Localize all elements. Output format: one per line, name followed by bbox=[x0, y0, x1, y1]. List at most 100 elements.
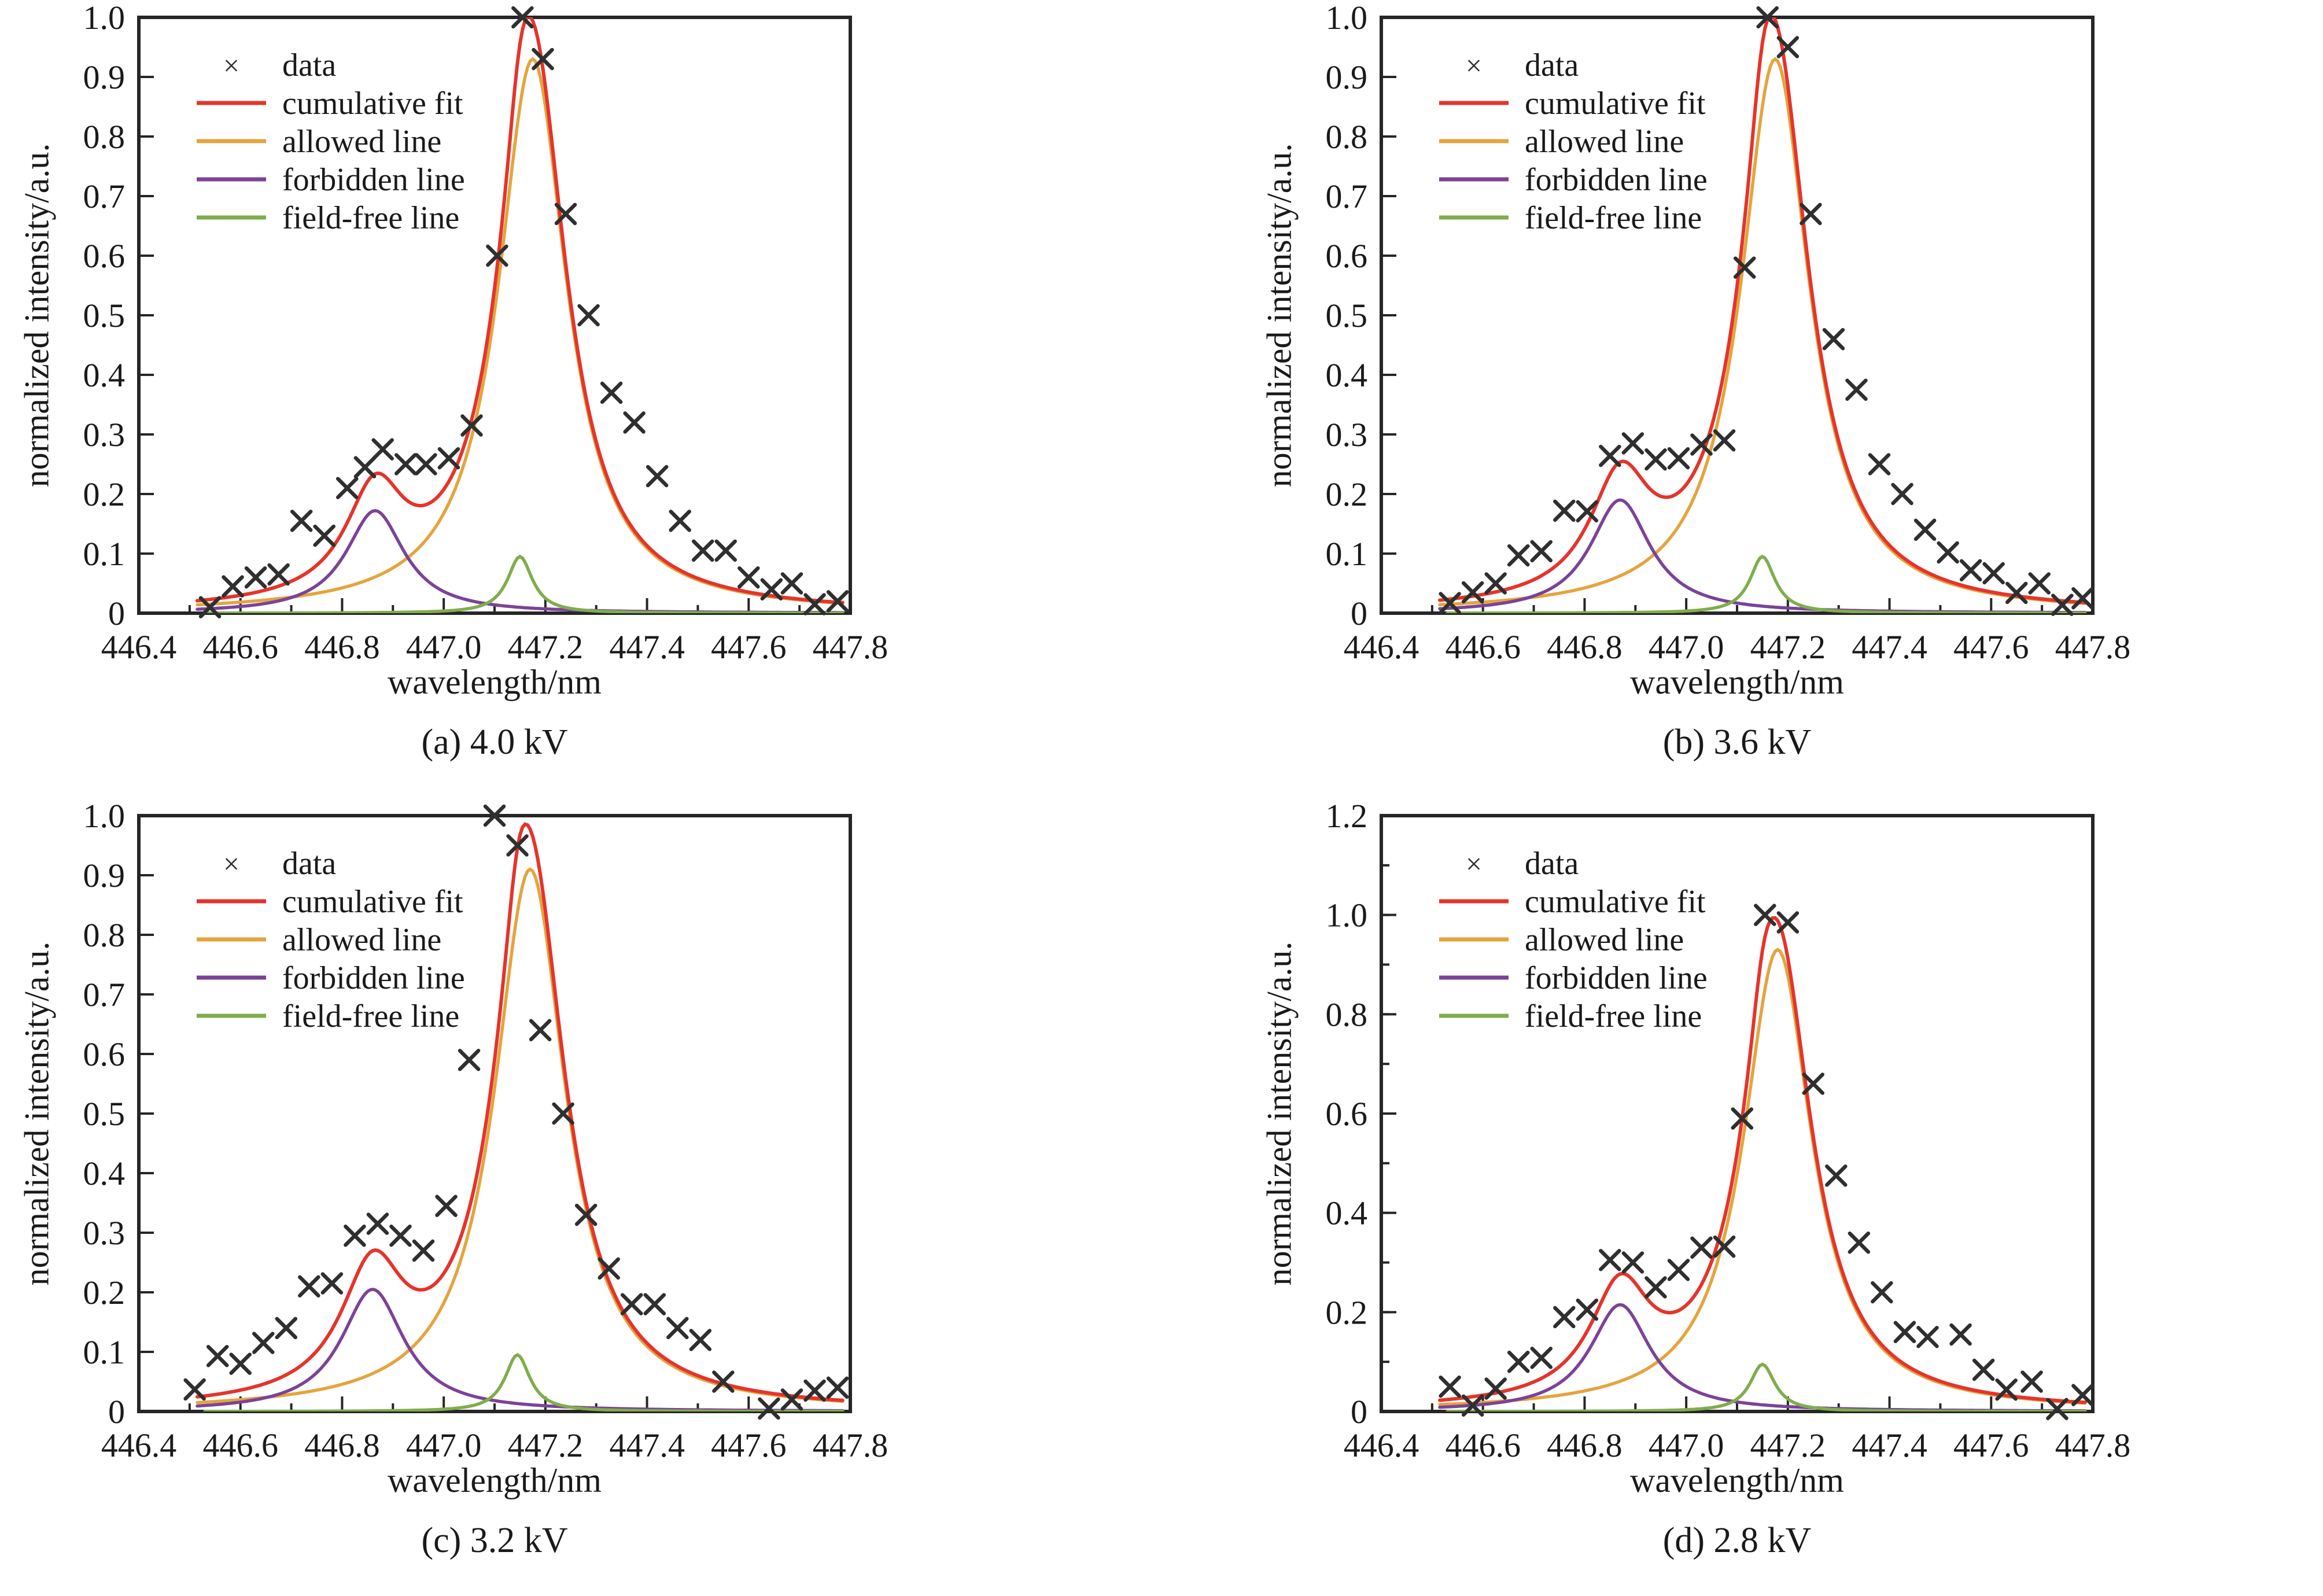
data-point-marker bbox=[2028, 572, 2051, 595]
x-tick-label: 446.8 bbox=[1547, 1427, 1623, 1464]
legend-label: cumulative fit bbox=[1525, 86, 1706, 121]
data-point-marker bbox=[529, 1019, 552, 1042]
data-point-marker bbox=[620, 1293, 643, 1315]
y-tick-label: 0.2 bbox=[1326, 1293, 1368, 1331]
data-point-marker bbox=[437, 447, 460, 470]
y-tick-label: 0.4 bbox=[1326, 1195, 1368, 1232]
data-point-marker bbox=[1754, 904, 1776, 926]
data-point-marker bbox=[394, 453, 417, 476]
data-point-marker bbox=[1530, 540, 1553, 563]
x-tick-label: 447.8 bbox=[813, 628, 888, 666]
data-point-marker bbox=[780, 572, 803, 595]
data-point-marker bbox=[2046, 1398, 2068, 1420]
data-point-marker bbox=[1891, 482, 1913, 506]
data-point-marker bbox=[1822, 327, 1845, 351]
y-tick-label: 0.9 bbox=[83, 58, 126, 96]
data-point-marker bbox=[198, 596, 222, 618]
data-point-marker bbox=[1439, 1375, 1461, 1398]
y-tick-label: 0.8 bbox=[1326, 996, 1368, 1033]
data-point-marker bbox=[2071, 587, 2094, 610]
x-tick-label: 447.2 bbox=[508, 628, 584, 666]
field-free-line-curve bbox=[1446, 554, 2087, 613]
data-point-marker bbox=[669, 510, 691, 532]
data-point-marker bbox=[738, 566, 760, 589]
data-point-marker bbox=[1913, 518, 1937, 541]
legend-label: cumulative fit bbox=[1525, 884, 1706, 920]
data-point-marker bbox=[486, 244, 508, 267]
chart-canvas-a: 446.4 446.6 446.8 447.0 447.2 447.4 447.6 447.8… bbox=[83, 0, 888, 666]
legend-data-marker-icon: × bbox=[1466, 49, 1482, 82]
data-point-marker bbox=[483, 804, 506, 827]
cumulative-fit-curve bbox=[196, 822, 845, 1402]
data-point-marker bbox=[1484, 1377, 1507, 1400]
panel-caption: (c) 3.2 kV bbox=[421, 1521, 568, 1560]
x-tick-label: 446.4 bbox=[1344, 1427, 1419, 1464]
data-point-marker bbox=[298, 1275, 320, 1298]
data-point-marker bbox=[344, 1224, 366, 1247]
x-tick-label: 447.4 bbox=[609, 1427, 685, 1464]
data-point-marker bbox=[689, 1329, 712, 1351]
y-tick-label: 0.8 bbox=[83, 118, 126, 156]
x-tick-label: 447.0 bbox=[1649, 1427, 1724, 1464]
legend-label: data bbox=[1525, 846, 1579, 882]
data-point-marker bbox=[1982, 562, 2005, 585]
legend-label: field-free line bbox=[1525, 998, 1702, 1034]
chart-canvas-d: 446.4 446.6 446.8 447.0 447.2 447.4 447.6 447.8… bbox=[1326, 798, 2131, 1464]
y-tick-label: 0 bbox=[1351, 595, 1367, 632]
data-point-marker bbox=[222, 575, 244, 598]
data-point-marker bbox=[511, 6, 534, 29]
data-point-marker bbox=[1507, 544, 1530, 567]
data-point-marker bbox=[353, 456, 377, 478]
plot-frame bbox=[137, 814, 852, 1413]
data-point-marker bbox=[691, 539, 714, 562]
x-tick-label: 447.8 bbox=[2055, 1427, 2131, 1464]
data-point-marker bbox=[1949, 1323, 1972, 1346]
legend-label: data bbox=[1525, 47, 1579, 83]
data-point-marker bbox=[1576, 500, 1599, 523]
legend-label: data bbox=[282, 846, 336, 882]
y-tick-label: 1.0 bbox=[83, 0, 126, 36]
x-tick-label: 446.6 bbox=[202, 628, 278, 666]
y-tick-label: 0.8 bbox=[83, 916, 126, 954]
x-axis-label: wavelength/nm bbox=[388, 663, 602, 701]
legend-label: cumulative fit bbox=[282, 884, 463, 920]
data-point-marker bbox=[229, 1352, 252, 1375]
data-point-marker bbox=[643, 1293, 666, 1315]
x-axis-label: wavelength/nm bbox=[1630, 663, 1844, 701]
y-tick-label: 0.2 bbox=[83, 476, 126, 513]
data-point-marker bbox=[780, 1388, 803, 1411]
x-axis-label: wavelength/nm bbox=[388, 1461, 602, 1499]
data-point-marker bbox=[366, 1212, 389, 1235]
y-tick-label: 0.3 bbox=[83, 416, 126, 454]
data-point-marker bbox=[244, 566, 267, 589]
x-tick-label: 447.4 bbox=[1852, 1427, 1927, 1464]
y-tick-label: 0.1 bbox=[83, 535, 126, 573]
data-point-marker bbox=[666, 1317, 689, 1340]
data-point-marker bbox=[1871, 1281, 1893, 1304]
x-tick-label: 447.2 bbox=[1750, 628, 1826, 666]
y-tick-label: 0.6 bbox=[83, 1035, 126, 1073]
legend-label: allowed line bbox=[282, 124, 441, 160]
data-point-marker bbox=[1690, 1236, 1713, 1259]
data-point-marker bbox=[252, 1332, 275, 1354]
data-point-marker bbox=[1733, 256, 1756, 279]
y-tick-label: 1.0 bbox=[1326, 0, 1368, 36]
y-tick-label: 0.5 bbox=[1326, 297, 1368, 334]
y-tick-label: 0.2 bbox=[83, 1274, 126, 1311]
data-point-marker bbox=[412, 1239, 435, 1262]
data-point-marker bbox=[826, 1376, 849, 1399]
panel-caption: (b) 3.6 kV bbox=[1662, 723, 1812, 762]
y-axis-label: normalized intensity/a.u. bbox=[1260, 143, 1299, 488]
data-point-marker bbox=[1599, 1248, 1621, 1271]
x-tick-label: 447.2 bbox=[1750, 1427, 1826, 1464]
chart-canvas-c: 446.4 446.6 446.8 447.0 447.2 447.4 447.6 447.8… bbox=[83, 798, 888, 1464]
data-point-marker bbox=[267, 563, 290, 586]
data-markers bbox=[198, 6, 849, 618]
data-point-marker bbox=[554, 202, 577, 226]
legend-label: field-free line bbox=[282, 200, 459, 236]
x-tick-label: 447.0 bbox=[406, 628, 482, 666]
data-point-marker bbox=[600, 381, 623, 404]
x-tick-label: 447.0 bbox=[1649, 628, 1724, 666]
field-free-line-curve bbox=[203, 1352, 845, 1411]
